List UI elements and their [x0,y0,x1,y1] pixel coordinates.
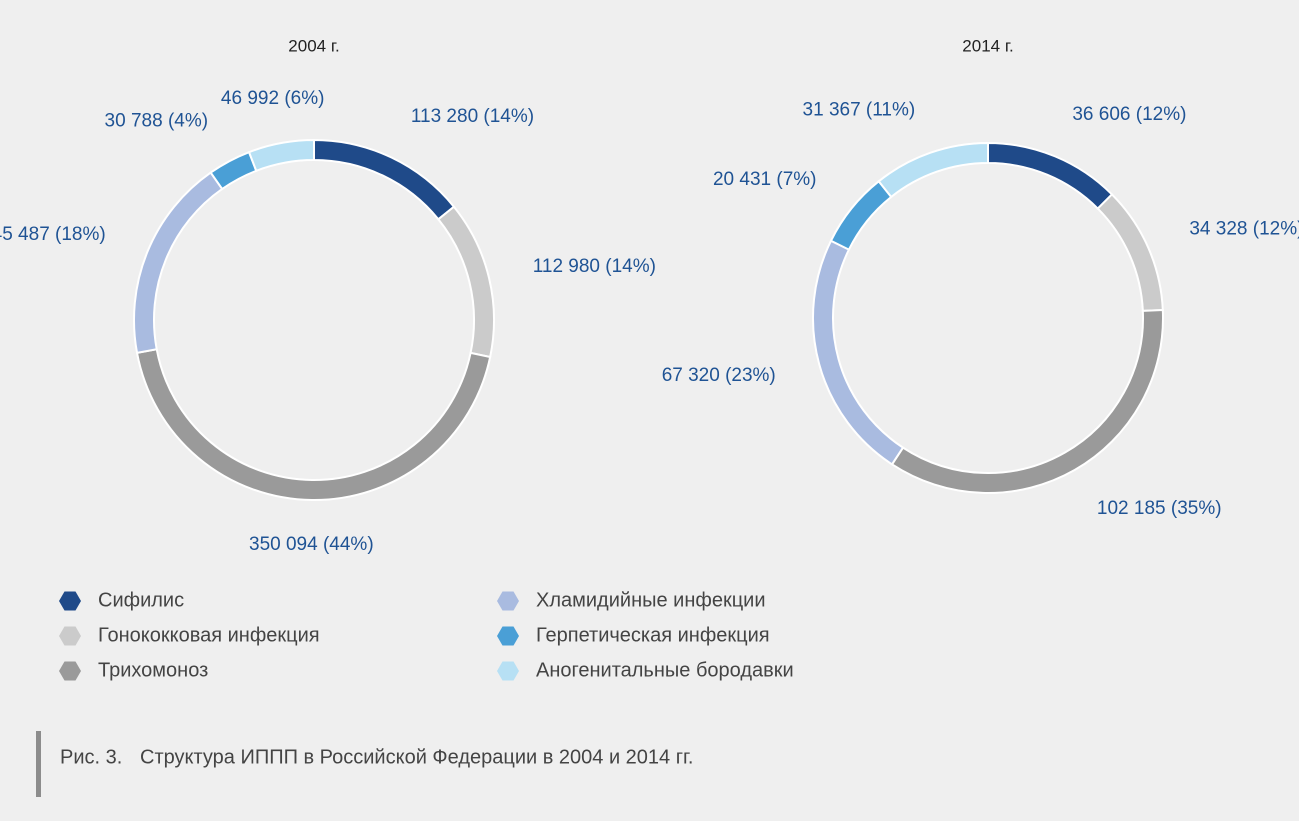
data-label: 112 980 (14%) [533,256,656,277]
caption-number: Рис. 3. [60,746,122,768]
legend-marker [59,626,81,646]
legend-label: Хламидийные инфекции [536,589,766,611]
chart-title: 2004 г. [288,36,339,55]
data-label: 31 367 (11%) [803,99,916,120]
legend-marker [497,626,519,646]
data-label: 350 094 (44%) [249,534,374,555]
data-label: 34 328 (12%) [1189,218,1299,239]
data-label: 46 992 (6%) [221,88,325,109]
caption-bar [36,731,41,797]
caption-text: Структура ИППП в Российской Федерации в … [140,746,693,768]
legend-label: Сифилис [98,589,184,611]
data-label: 113 280 (14%) [411,106,534,127]
data-label: 67 320 (23%) [662,365,776,386]
chart-title: 2014 г. [962,36,1013,55]
legend-label: Гонококковая инфекция [98,624,320,646]
legend-label: Трихомоноз [98,659,208,681]
legend-marker [497,591,519,611]
legend-marker [59,661,81,681]
legend-label: Аногенитальные бородавки [536,659,794,681]
data-label: 102 185 (35%) [1097,498,1222,519]
data-label: 36 606 (12%) [1072,104,1186,125]
data-label: 30 788 (4%) [105,111,209,132]
donut-slice [247,138,315,173]
legend-marker [59,591,81,611]
data-label: 145 487 (18%) [0,224,106,245]
legend-marker [497,661,519,681]
legend-label: Герпетическая инфекция [536,624,770,646]
data-label: 20 431 (7%) [713,169,817,190]
donut-slice [877,141,989,199]
